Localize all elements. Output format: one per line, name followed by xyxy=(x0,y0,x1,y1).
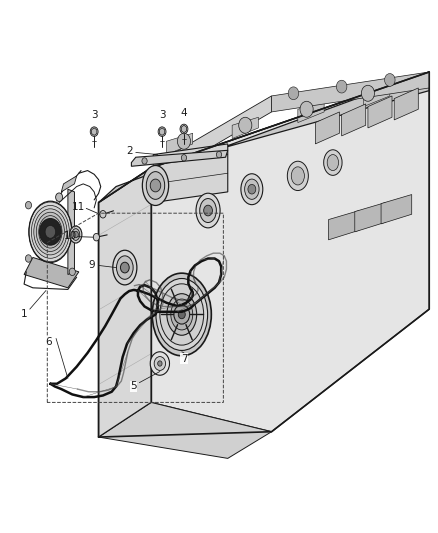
Polygon shape xyxy=(298,101,324,123)
Text: 10: 10 xyxy=(64,231,77,240)
Text: 3: 3 xyxy=(159,110,166,120)
Ellipse shape xyxy=(171,299,193,330)
Circle shape xyxy=(178,310,185,319)
Ellipse shape xyxy=(196,193,220,228)
Polygon shape xyxy=(342,104,366,136)
Polygon shape xyxy=(99,168,151,437)
Circle shape xyxy=(158,361,162,366)
Polygon shape xyxy=(68,189,74,274)
Polygon shape xyxy=(232,117,258,139)
Polygon shape xyxy=(181,125,187,133)
Ellipse shape xyxy=(29,202,72,262)
Polygon shape xyxy=(394,88,418,120)
Polygon shape xyxy=(99,402,272,458)
Circle shape xyxy=(142,158,147,164)
Circle shape xyxy=(177,133,191,149)
Polygon shape xyxy=(151,72,429,432)
Circle shape xyxy=(93,233,99,241)
Circle shape xyxy=(204,205,212,216)
Ellipse shape xyxy=(160,284,204,345)
Ellipse shape xyxy=(117,256,133,279)
Circle shape xyxy=(25,201,32,209)
Polygon shape xyxy=(381,195,412,224)
Circle shape xyxy=(90,127,98,136)
Ellipse shape xyxy=(167,294,197,335)
Circle shape xyxy=(56,193,63,201)
Text: 2: 2 xyxy=(126,147,133,156)
Circle shape xyxy=(39,219,61,245)
Polygon shape xyxy=(315,112,339,144)
Ellipse shape xyxy=(39,216,62,248)
Circle shape xyxy=(69,268,75,276)
Ellipse shape xyxy=(244,179,259,199)
Ellipse shape xyxy=(200,199,216,223)
Ellipse shape xyxy=(146,172,165,199)
Circle shape xyxy=(239,117,252,133)
Text: 6: 6 xyxy=(45,337,52,347)
Ellipse shape xyxy=(287,161,308,191)
Ellipse shape xyxy=(72,229,80,240)
Circle shape xyxy=(385,74,395,86)
Circle shape xyxy=(180,124,188,134)
Circle shape xyxy=(300,101,313,117)
Polygon shape xyxy=(92,128,97,135)
Circle shape xyxy=(25,255,32,262)
Circle shape xyxy=(248,184,256,194)
Polygon shape xyxy=(99,72,429,203)
Polygon shape xyxy=(151,96,272,182)
Circle shape xyxy=(174,305,190,324)
Circle shape xyxy=(158,127,166,136)
Text: 5: 5 xyxy=(130,382,137,391)
Ellipse shape xyxy=(324,150,342,175)
Circle shape xyxy=(73,231,78,238)
Circle shape xyxy=(336,80,347,93)
Ellipse shape xyxy=(152,273,211,356)
Ellipse shape xyxy=(70,226,82,243)
Ellipse shape xyxy=(156,278,208,351)
Polygon shape xyxy=(364,85,390,107)
Text: 11: 11 xyxy=(72,202,85,212)
Ellipse shape xyxy=(41,219,60,245)
Ellipse shape xyxy=(327,155,339,171)
Circle shape xyxy=(150,352,170,375)
Text: 9: 9 xyxy=(88,261,95,270)
Polygon shape xyxy=(355,203,385,232)
Circle shape xyxy=(216,151,222,158)
Ellipse shape xyxy=(36,212,64,252)
Circle shape xyxy=(154,357,166,370)
Polygon shape xyxy=(24,257,79,288)
Polygon shape xyxy=(61,176,77,192)
Circle shape xyxy=(288,87,299,100)
Text: 4: 4 xyxy=(180,108,187,118)
Circle shape xyxy=(100,211,106,218)
Ellipse shape xyxy=(291,167,304,185)
Polygon shape xyxy=(159,128,165,135)
Polygon shape xyxy=(368,96,392,128)
Polygon shape xyxy=(131,150,228,166)
Polygon shape xyxy=(166,133,193,155)
Ellipse shape xyxy=(142,165,169,205)
Ellipse shape xyxy=(34,209,67,255)
Ellipse shape xyxy=(241,174,263,205)
Text: 7: 7 xyxy=(180,354,187,364)
Ellipse shape xyxy=(113,250,137,285)
Text: 3: 3 xyxy=(91,110,98,120)
Circle shape xyxy=(361,85,374,101)
Circle shape xyxy=(120,262,129,273)
Circle shape xyxy=(45,225,56,238)
Polygon shape xyxy=(153,144,228,203)
Circle shape xyxy=(150,179,161,192)
Polygon shape xyxy=(272,72,429,112)
Ellipse shape xyxy=(32,205,69,259)
Circle shape xyxy=(181,155,187,161)
Polygon shape xyxy=(328,211,359,240)
Text: 1: 1 xyxy=(21,310,28,319)
